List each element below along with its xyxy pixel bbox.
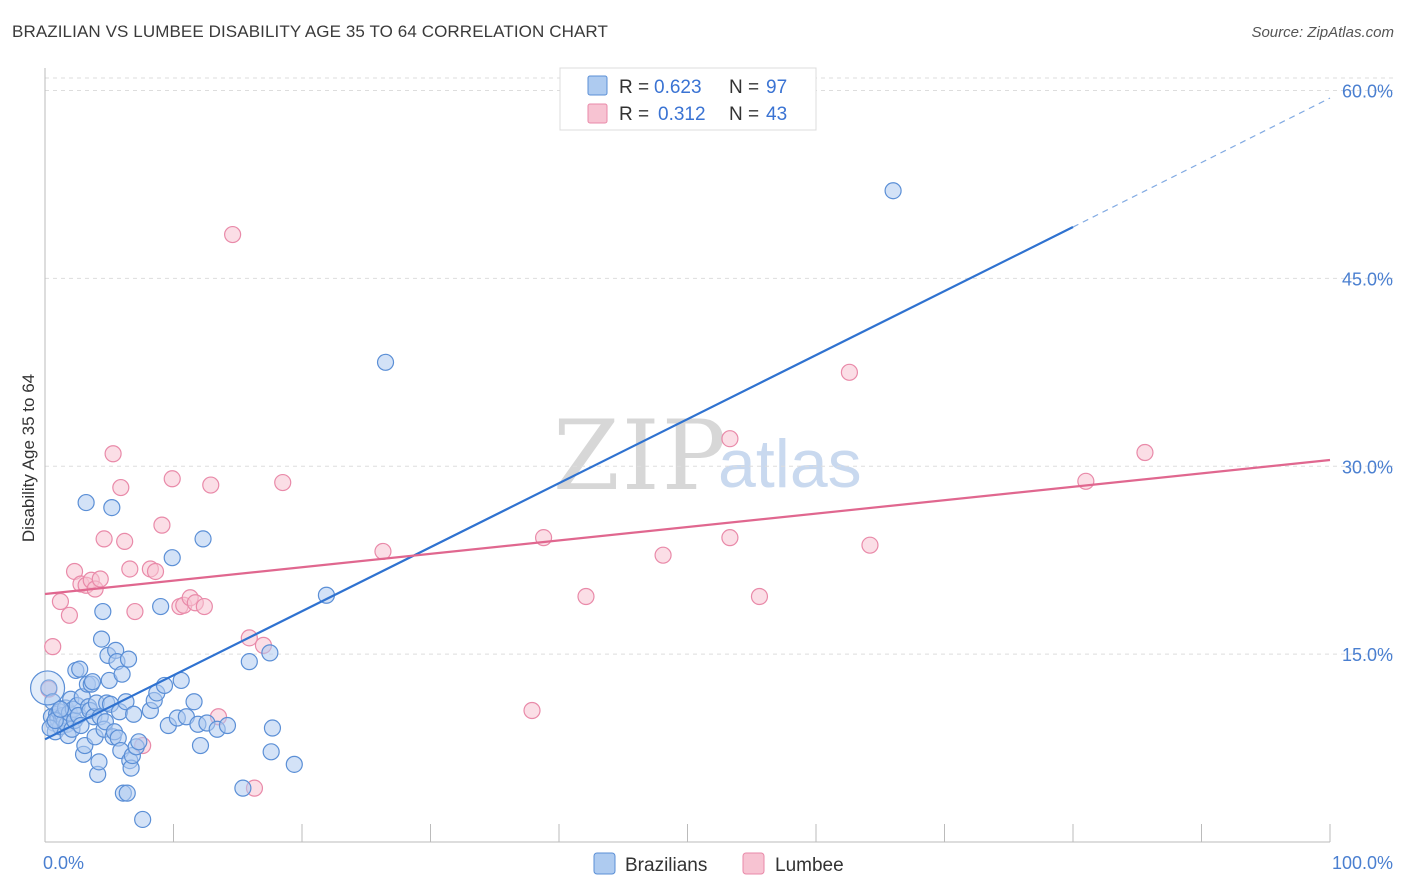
brazilians-point xyxy=(29,670,66,706)
lumbee-point xyxy=(195,597,213,616)
legend-swatch-lumbee xyxy=(587,103,608,124)
lumbee-point xyxy=(44,638,62,656)
lumbee-point xyxy=(750,587,769,606)
lumbee-point xyxy=(523,701,541,720)
brazilians-point xyxy=(113,665,131,683)
brazilians-point xyxy=(83,673,102,691)
lumbee-trend-line xyxy=(44,458,1331,596)
lumbee-point xyxy=(116,532,134,551)
lumbee-point xyxy=(112,478,130,497)
axes xyxy=(44,68,1331,843)
brazilians-trend-extension xyxy=(1072,97,1331,228)
lumbee-point xyxy=(91,570,109,588)
brazilians-point xyxy=(94,602,112,621)
legend-n-value-brazilians: 97 xyxy=(766,77,787,98)
legend-r-label-lumbee: R = xyxy=(619,104,649,125)
lumbee-point xyxy=(840,363,859,381)
brazilians-point xyxy=(884,182,902,200)
brazilians-point xyxy=(152,597,170,616)
lumbee-point xyxy=(374,542,392,561)
lumbee-point xyxy=(224,225,242,244)
lumbee-point xyxy=(126,602,144,621)
brazilians-point xyxy=(119,650,138,668)
legend-n-label-lumbee: N = xyxy=(729,104,759,125)
lumbee-point xyxy=(861,536,879,554)
correlation-legend: R = 0.623 N = 97 R = 0.312 N = 43 xyxy=(559,67,817,131)
brazilians-point xyxy=(218,716,237,735)
brazilians-point xyxy=(261,644,279,662)
series-legend: Brazilians Lumbee xyxy=(593,852,844,876)
brazilians-point xyxy=(376,353,395,371)
brazilians-point xyxy=(118,784,136,802)
lumbee-point xyxy=(95,530,113,548)
legend-n-value-lumbee: 43 xyxy=(766,104,787,125)
brazilians-point xyxy=(92,630,111,648)
series-legend-swatch-lumbee xyxy=(742,852,765,875)
legend-r-value-brazilians: 0.623 xyxy=(654,77,702,98)
watermark-atlas: atlas xyxy=(718,426,862,502)
y-axis-label: Disability Age 35 to 64 xyxy=(19,374,38,542)
brazilians-point xyxy=(185,693,203,711)
lumbee-points xyxy=(40,225,1154,797)
chart-source: Source: ZipAtlas.com xyxy=(1251,24,1394,41)
y-tick-label: 15.0% xyxy=(1342,645,1393,665)
lumbee-point xyxy=(163,470,181,488)
brazilians-point xyxy=(77,493,95,512)
brazilians-point xyxy=(163,549,181,567)
brazilians-point xyxy=(240,653,258,671)
brazilians-point xyxy=(194,530,212,548)
brazilians-point xyxy=(262,743,280,761)
lumbee-point xyxy=(274,473,292,492)
lumbee-point xyxy=(121,560,139,578)
brazilians-point xyxy=(263,719,282,737)
x-tick-label: 100.0% xyxy=(1332,853,1393,873)
brazilians-trend-line xyxy=(44,226,1074,741)
brazilians-point xyxy=(103,498,121,517)
brazilians-point xyxy=(51,700,70,718)
brazilians-point xyxy=(71,660,89,678)
tick-labels: 15.0% 30.0% 45.0% 60.0% 0.0% 100.0% xyxy=(43,82,1393,873)
legend-r-value-lumbee: 0.312 xyxy=(658,104,706,125)
brazilians-point xyxy=(125,705,143,723)
lumbee-point xyxy=(654,546,672,564)
brazilians-point xyxy=(90,753,108,771)
y-tick-label: 30.0% xyxy=(1342,457,1393,477)
y-tick-label: 60.0% xyxy=(1342,82,1393,102)
lumbee-point xyxy=(104,445,122,463)
legend-swatch-brazilians xyxy=(587,75,608,96)
lumbee-point xyxy=(153,516,171,534)
chart-title: BRAZILIAN VS LUMBEE DISABILITY AGE 35 TO… xyxy=(12,22,608,41)
x-tick-label: 0.0% xyxy=(43,853,84,873)
brazilians-points xyxy=(29,182,902,829)
brazilians-point xyxy=(130,733,148,751)
series-legend-swatch-brazilians xyxy=(593,852,616,875)
lumbee-point xyxy=(721,430,739,448)
series-legend-label-lumbee: Lumbee xyxy=(775,855,844,876)
lumbee-point xyxy=(60,606,79,624)
brazilians-point xyxy=(285,755,303,773)
lumbee-point xyxy=(202,476,220,494)
brazilians-point xyxy=(134,810,152,829)
lumbee-point xyxy=(721,529,739,547)
brazilians-point xyxy=(191,736,210,755)
lumbee-point xyxy=(1136,443,1154,462)
series-legend-label-brazilians: Brazilians xyxy=(625,855,707,876)
brazilians-point xyxy=(234,779,252,797)
watermark-zip: ZIP xyxy=(553,400,728,512)
legend-r-label-brazilians: R = xyxy=(619,77,649,98)
lumbee-point xyxy=(51,592,70,611)
legend-n-label-brazilians: N = xyxy=(729,77,759,98)
y-tick-label: 45.0% xyxy=(1342,269,1393,289)
trend-lines xyxy=(44,97,1331,741)
grid-lines xyxy=(45,77,1394,655)
lumbee-point xyxy=(146,562,165,581)
lumbee-point xyxy=(577,587,595,606)
